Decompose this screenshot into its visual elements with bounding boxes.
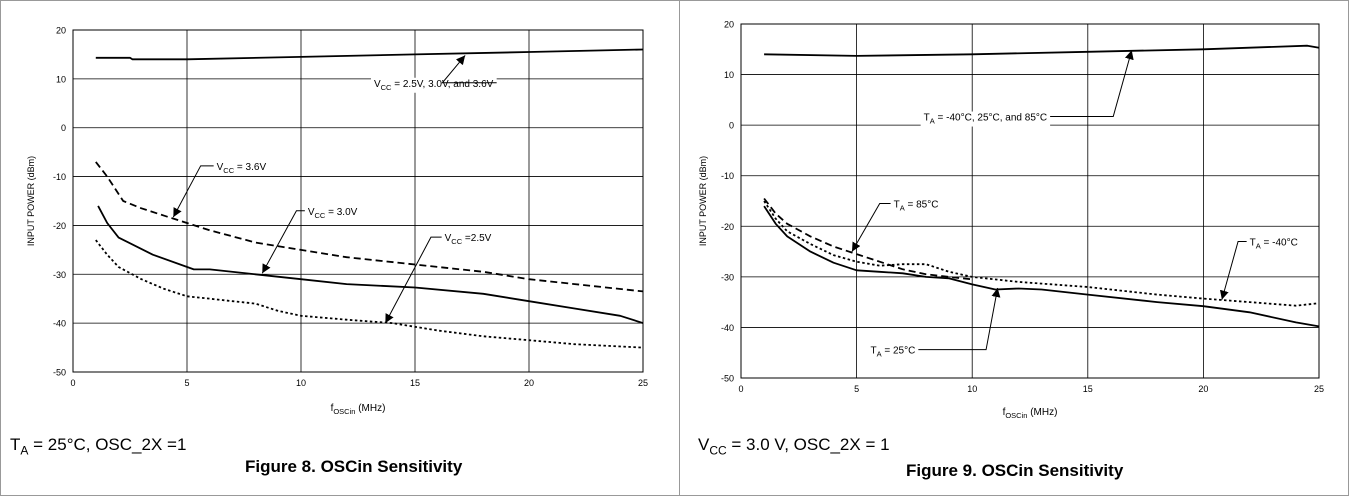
series-line-2 bbox=[763, 197, 973, 281]
y-tick-label: -10 bbox=[53, 172, 66, 182]
figure-9-caption: Figure 9. OSCin Sensitivity bbox=[906, 461, 1124, 480]
annotation-label: TA = -40°C, 25°C, and 85°C bbox=[924, 113, 1047, 126]
annotation-arrow bbox=[1050, 50, 1134, 118]
y-tick-label: -20 bbox=[721, 222, 734, 232]
x-tick-label: 15 bbox=[1083, 384, 1093, 394]
series-line-1 bbox=[95, 48, 644, 61]
x-tick-label: 0 bbox=[70, 378, 75, 388]
annotation-background bbox=[304, 205, 361, 221]
annotation-label: TA = -40°C bbox=[1250, 237, 1298, 250]
y-tick-label: -20 bbox=[53, 221, 66, 231]
figure-8-condition: TA = 25°C, OSC_2X =1 bbox=[10, 435, 187, 458]
y-axis-label: INPUT POWER (dBm) bbox=[698, 156, 708, 246]
x-tick-label: 25 bbox=[1314, 384, 1324, 394]
annotation-arrow bbox=[851, 203, 891, 252]
series-line-1 bbox=[764, 44, 1320, 57]
annotation-background bbox=[920, 111, 1051, 127]
annotation-arrow bbox=[441, 55, 497, 84]
x-tick-label: 20 bbox=[1198, 384, 1208, 394]
series-line-4 bbox=[763, 205, 1320, 328]
figure-8-caption: Figure 8. OSCin Sensitivity bbox=[245, 457, 463, 476]
x-tick-label: 5 bbox=[854, 384, 859, 394]
x-tick-label: 10 bbox=[296, 378, 306, 388]
annotation-background bbox=[370, 77, 497, 93]
figure-9-panel: -50 -40 -30 -20 -10 0 10 20 0 5 10 15 20 25 INPUT POWE… bbox=[679, 0, 1349, 496]
y-tick-label: -40 bbox=[53, 319, 66, 329]
figure-8-chart: -50 -40 -30 -20 -10 0 10 20 0 5 10 15 20 25 INPUT POWE… bbox=[26, 26, 648, 417]
annotation-label: VCC = 2.5V, 3.0V, and 3.6V bbox=[374, 79, 494, 92]
y-tick-label: 20 bbox=[724, 20, 734, 30]
y-tick-label: 20 bbox=[56, 26, 66, 36]
annotation-background bbox=[1246, 236, 1301, 252]
series-line-3 bbox=[763, 200, 1320, 307]
y-tick-label: -30 bbox=[721, 272, 734, 282]
annotation-label: TA = 85°C bbox=[894, 200, 939, 213]
series-line-3 bbox=[97, 205, 644, 324]
annotation-background bbox=[213, 160, 270, 176]
plot-frame bbox=[72, 29, 644, 373]
y-tick-label: -10 bbox=[721, 171, 734, 181]
x-tick-label: 20 bbox=[524, 378, 534, 388]
annotation-arrow bbox=[918, 287, 1001, 351]
annotation-arrow bbox=[172, 165, 214, 218]
x-tick-label: 15 bbox=[410, 378, 420, 388]
plot-frame bbox=[740, 23, 1320, 379]
y-tick-label: -50 bbox=[53, 368, 66, 378]
y-tick-label: 10 bbox=[56, 74, 66, 84]
annotation-background bbox=[867, 344, 919, 360]
annotation-label: VCC = 3.0V bbox=[308, 207, 358, 220]
y-tick-label: 10 bbox=[724, 70, 734, 80]
x-tick-label: 0 bbox=[738, 384, 743, 394]
x-axis-label: fOSCin (MHz) bbox=[1003, 407, 1058, 420]
annotation-background bbox=[441, 232, 495, 248]
annotation-label: TA = 25°C bbox=[870, 346, 915, 359]
y-tick-label: -30 bbox=[53, 270, 66, 280]
figure-9-condition: VCC = 3.0 V, OSC_2X = 1 bbox=[698, 435, 890, 458]
annotation-label: VCC =2.5V bbox=[445, 233, 492, 246]
annotation-background bbox=[890, 198, 942, 214]
figure-9-chart: -50 -40 -30 -20 -10 0 10 20 0 5 10 15 20 25 INPUT POWE… bbox=[698, 20, 1324, 421]
x-axis-label: fOSCin (MHz) bbox=[331, 403, 386, 416]
y-tick-label: 0 bbox=[61, 123, 66, 133]
annotation-arrow bbox=[1219, 240, 1247, 300]
annotation-label: VCC = 3.6V bbox=[217, 162, 267, 175]
y-tick-label: -50 bbox=[721, 374, 734, 384]
y-tick-label: 0 bbox=[729, 121, 734, 131]
annotation-arrow bbox=[261, 210, 305, 274]
figure-8-panel: -50 -40 -30 -20 -10 0 10 20 0 5 10 15 20 25 INPUT POWE… bbox=[0, 0, 679, 496]
y-axis-label: INPUT POWER (dBm) bbox=[26, 156, 36, 246]
y-tick-label: -40 bbox=[721, 323, 734, 333]
annotation-arrow bbox=[384, 236, 442, 324]
x-tick-label: 10 bbox=[967, 384, 977, 394]
x-tick-label: 25 bbox=[638, 378, 648, 388]
series-line-2 bbox=[95, 161, 644, 293]
series-line-4 bbox=[95, 239, 644, 349]
x-tick-label: 5 bbox=[184, 378, 189, 388]
